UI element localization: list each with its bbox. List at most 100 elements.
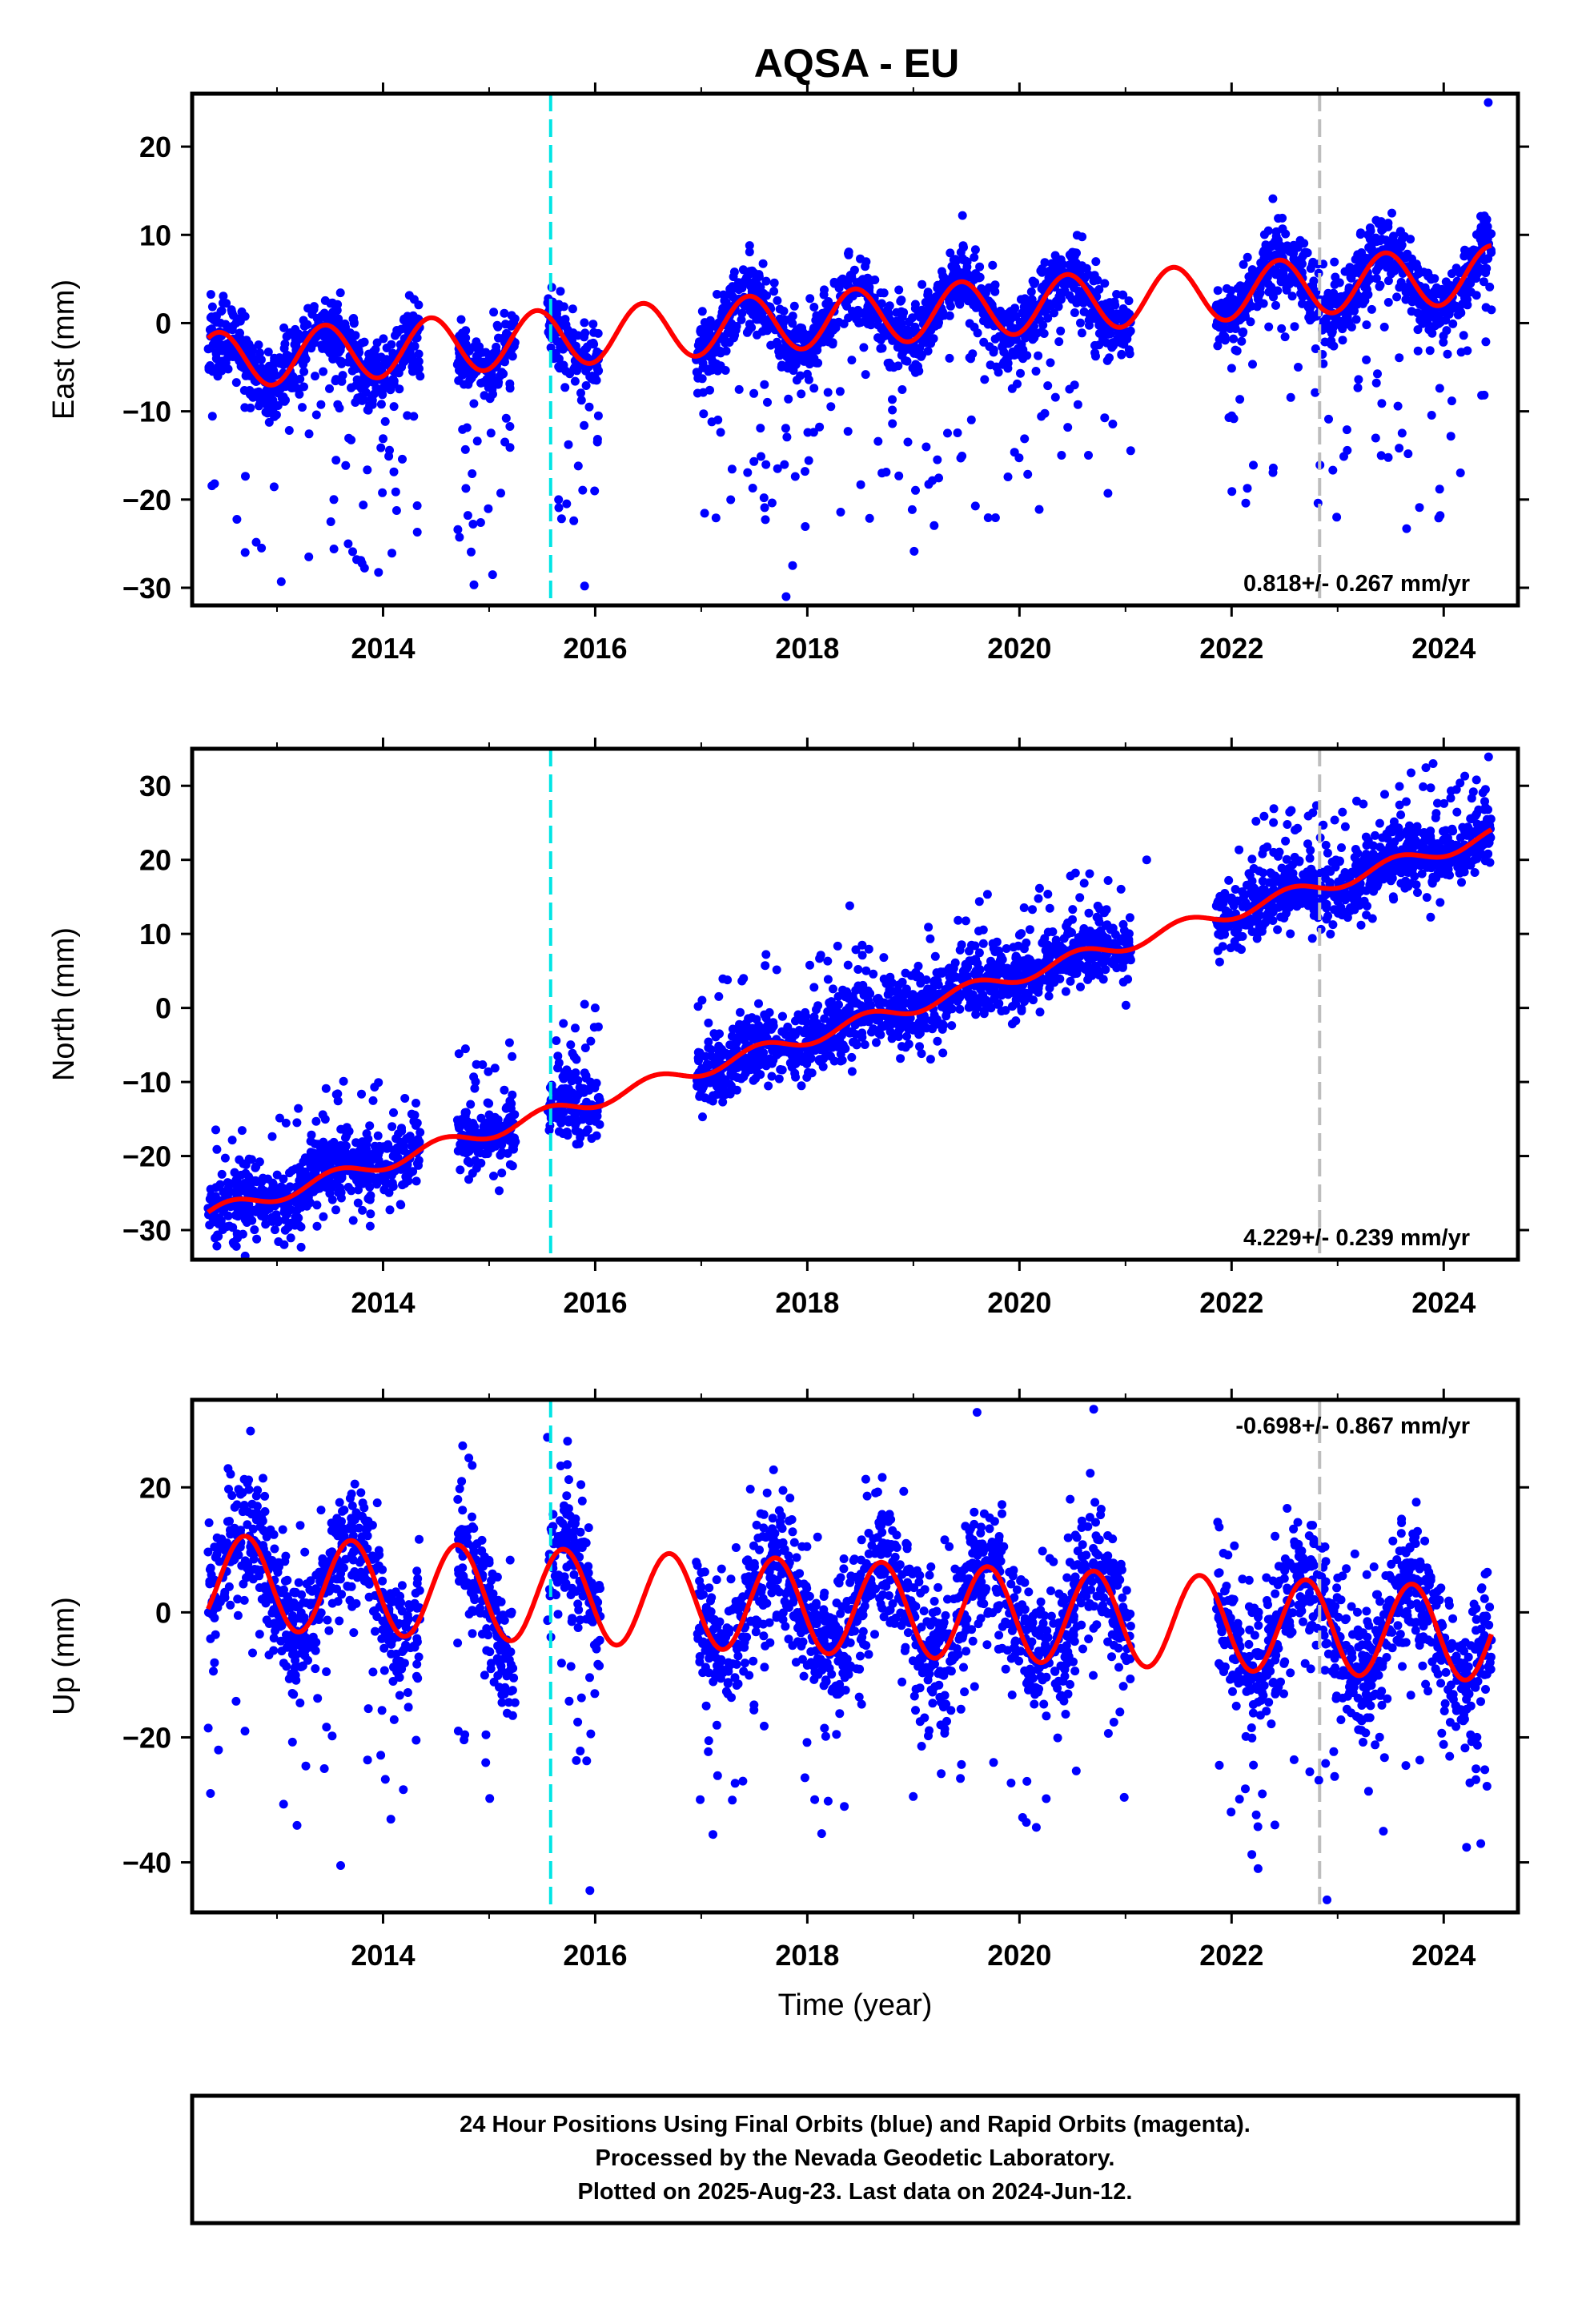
data-point [877, 299, 886, 308]
data-point [468, 469, 477, 478]
data-point [480, 1149, 490, 1159]
data-point [351, 364, 361, 374]
data-point [1091, 257, 1101, 267]
data-point [223, 1188, 233, 1197]
data-point [267, 1212, 277, 1222]
data-point [717, 312, 726, 321]
data-point [753, 286, 762, 296]
data-point [456, 1165, 465, 1175]
data-point [316, 400, 326, 409]
data-point [469, 580, 479, 589]
data-point [958, 211, 967, 220]
data-point [1278, 213, 1287, 223]
data-point [816, 951, 825, 960]
data-point [761, 321, 771, 331]
data-point [1362, 320, 1371, 330]
data-point [1020, 434, 1030, 444]
data-point [373, 1131, 383, 1140]
data-point [1459, 331, 1468, 340]
data-point [574, 1089, 584, 1099]
data-point [805, 960, 814, 970]
data-point [1248, 267, 1258, 276]
data-point [240, 548, 250, 557]
data-point [1117, 349, 1126, 359]
data-point [773, 296, 782, 305]
data-point [1110, 300, 1120, 310]
data-point [1026, 287, 1036, 296]
data-point [1339, 452, 1348, 461]
data-point [1481, 337, 1491, 347]
data-point [341, 460, 351, 470]
data-point [788, 561, 797, 570]
data-point [932, 968, 942, 978]
data-point [970, 998, 979, 1007]
data-point [1035, 1007, 1045, 1017]
data-point [757, 452, 765, 461]
data-point [333, 1096, 343, 1106]
data-point [1287, 277, 1297, 287]
data-point [593, 1022, 603, 1031]
data-point [294, 1104, 303, 1113]
data-point [292, 1118, 302, 1128]
data-point [1243, 252, 1252, 262]
data-point [885, 362, 894, 372]
data-point [1361, 253, 1371, 263]
data-point [864, 944, 873, 954]
data-point [705, 385, 714, 395]
data-point [1353, 383, 1363, 392]
data-point [700, 509, 709, 518]
data-point [357, 1089, 366, 1099]
data-point [556, 514, 566, 524]
data-point [580, 420, 589, 430]
data-point [211, 1233, 220, 1243]
plot-area [203, 94, 1496, 605]
data-point [510, 314, 520, 324]
data-point [277, 393, 287, 403]
data-point [251, 1176, 260, 1185]
data-point [593, 411, 603, 420]
data-point [1065, 384, 1074, 394]
data-point [961, 256, 970, 266]
data-point [211, 1125, 220, 1135]
data-point [1089, 307, 1098, 316]
data-point [580, 345, 589, 355]
data-point [553, 1051, 563, 1061]
data-point [235, 334, 245, 344]
data-point [761, 961, 770, 971]
data-point [412, 366, 422, 376]
data-point [393, 365, 403, 375]
data-point [897, 351, 906, 360]
data-point [257, 1184, 267, 1194]
data-point [389, 467, 399, 476]
data-point [1100, 279, 1110, 288]
data-point [391, 506, 401, 515]
data-point [1080, 274, 1090, 283]
east-panel: 2014 2016 2018 2020 2022 202420100−10−20−30Ea… [47, 82, 1529, 665]
data-point [974, 897, 984, 907]
data-point [586, 1036, 596, 1046]
data-point [559, 1074, 568, 1084]
data-point [565, 1069, 575, 1079]
data-point [965, 947, 974, 956]
data-point [580, 1068, 589, 1078]
data-point [211, 354, 221, 364]
data-point [336, 1193, 346, 1203]
data-point [945, 311, 954, 320]
data-point [977, 283, 986, 293]
data-point [844, 250, 853, 259]
data-point [945, 972, 954, 982]
data-point [470, 1084, 480, 1093]
data-point [1108, 923, 1118, 933]
data-point [359, 1177, 369, 1187]
data-point [310, 1157, 319, 1167]
data-point [1007, 324, 1017, 333]
data-point [1238, 285, 1247, 295]
data-point [737, 976, 747, 986]
data-point [1435, 485, 1444, 494]
data-point [1414, 269, 1423, 279]
data-point [320, 296, 330, 305]
data-point [1038, 320, 1048, 330]
data-point [1371, 378, 1381, 388]
data-point [1249, 460, 1258, 470]
data-point [227, 325, 237, 335]
